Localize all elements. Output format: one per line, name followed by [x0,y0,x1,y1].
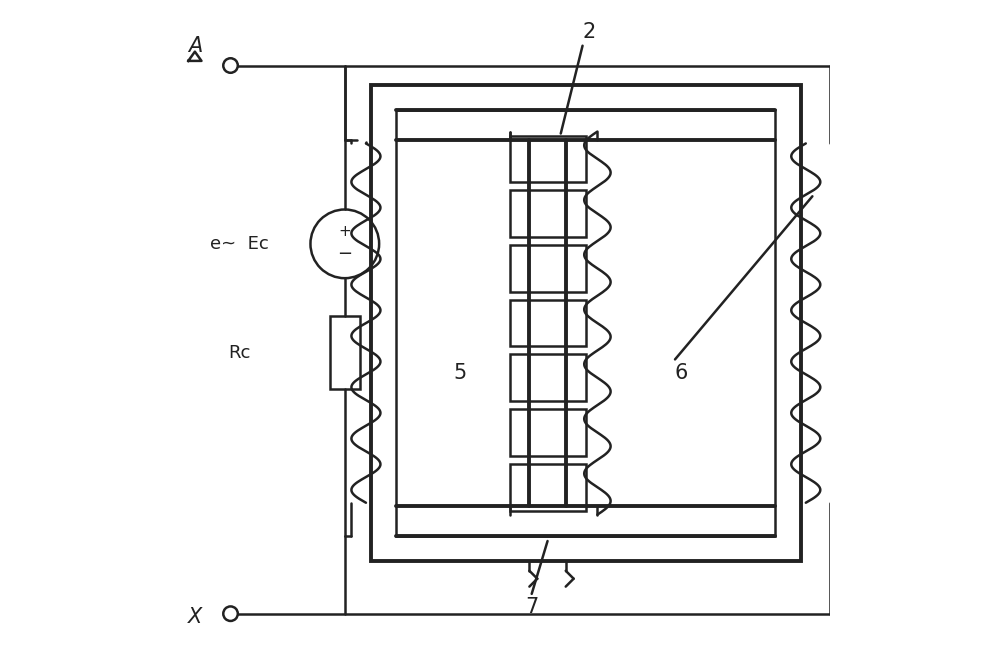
Text: 6: 6 [675,362,688,383]
Text: X: X [188,607,202,627]
Bar [510,190,586,237]
Text: −: − [337,245,352,263]
Bar [330,316,360,389]
Bar [510,409,586,456]
Text: 7: 7 [525,597,538,617]
Bar [510,354,586,401]
Bar [510,135,586,182]
Text: A: A [188,36,202,56]
Bar [510,300,586,346]
Bar [510,245,586,292]
Bar [371,85,801,561]
Text: 2: 2 [583,23,596,43]
Text: 5: 5 [454,362,467,383]
Text: e~  Ec: e~ Ec [210,235,268,253]
Text: Rc: Rc [228,344,250,362]
Bar [396,111,775,535]
Text: +: + [338,224,351,239]
Bar [510,464,586,511]
